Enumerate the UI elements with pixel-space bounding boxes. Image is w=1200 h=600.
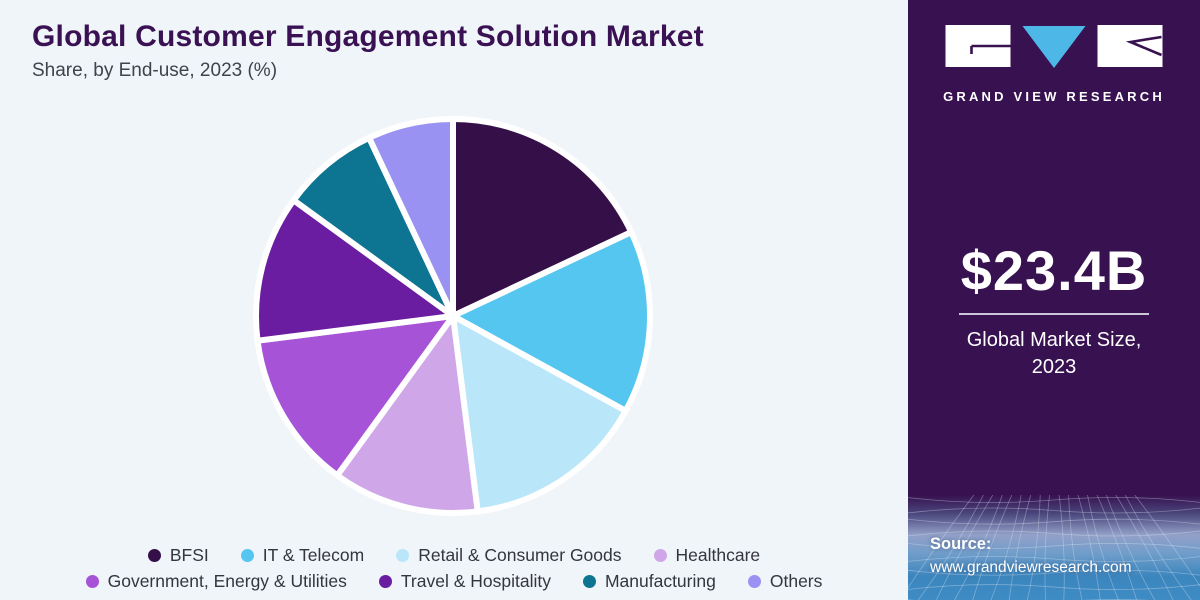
legend-swatch: [747, 575, 761, 588]
legend-item-government-energy-utilities: Government, Energy & Utilities: [85, 571, 347, 592]
sidebar-footer: Source: www.grandviewresearch.com: [908, 495, 1200, 600]
legend-item-it-telecom: IT & Telecom: [240, 545, 365, 566]
legend-item-travel-hospitality: Travel & Hospitality: [378, 571, 551, 592]
logo-r-block: [1097, 25, 1163, 67]
legend: BFSI IT & Telecom Retail & Consumer Goods H…: [0, 545, 908, 592]
brand-name: GRAND VIEW RESEARCH: [943, 89, 1165, 104]
legend-item-bfsi: BFSI: [147, 545, 209, 566]
chart-subtitle: Share, by End-use, 2023 (%): [32, 60, 278, 81]
legend-label: Retail & Consumer Goods: [418, 545, 622, 565]
source-block: Source: www.grandviewresearch.com: [930, 535, 1132, 577]
legend-row-2: Government, Energy & Utilities Travel & H…: [85, 571, 823, 592]
gvr-logo: [945, 25, 1163, 68]
market-size-label-line1: Global Market Size,: [966, 329, 1142, 351]
pie-slice-retail-consumer-goods: [449, 310, 630, 515]
legend-item-retail-consumer-goods: Retail & Consumer Goods: [396, 545, 622, 566]
legend-row-1: BFSI IT & Telecom Retail & Consumer Goods H…: [147, 545, 761, 566]
legend-swatch: [85, 575, 99, 588]
pie-slice-government-energy-utilities: [254, 312, 460, 480]
legend-swatch: [582, 575, 596, 588]
legend-label: IT & Telecom: [262, 545, 365, 565]
brand-block: GRAND VIEW RESEARCH: [908, 0, 1200, 104]
logo-v-triangle: [1022, 26, 1086, 68]
legend-label: Manufacturing: [604, 571, 716, 591]
stat-divider: [959, 313, 1149, 315]
chart-title: Global Customer Engagement Solution Mark…: [32, 20, 704, 53]
pie-slice-healthcare: [333, 308, 482, 516]
chart-header: Global Customer Engagement Solution Mark…: [32, 20, 892, 82]
market-size-label-line2: 2023: [1031, 356, 1077, 378]
legend-label: Travel & Hospitality: [400, 571, 551, 591]
pie-slice-bfsi: [450, 115, 636, 321]
market-size-value: $23.4B: [960, 239, 1148, 302]
logo-r-mark: [1125, 35, 1163, 57]
legend-item-healthcare: Healthcare: [653, 545, 761, 566]
legend-swatch: [378, 575, 392, 588]
pie-slice-others: [365, 115, 456, 318]
legend-swatch: [147, 549, 161, 562]
legend-label: Government, Energy & Utilities: [107, 571, 347, 591]
pie-slice-it-telecom: [446, 228, 653, 415]
market-size-stat: $23.4B Global Market Size, 2023: [908, 238, 1200, 381]
legend-swatch: [653, 549, 667, 562]
legend-swatch: [240, 549, 254, 562]
mesh-graphic: [908, 495, 1200, 600]
chart-panel: Global Customer Engagement Solution Mark…: [0, 20, 908, 592]
pie-slice-travel-hospitality: [253, 196, 461, 345]
legend-item-others: Others: [747, 571, 823, 592]
legend-label: BFSI: [169, 545, 209, 565]
legend-label: Healthcare: [675, 545, 761, 565]
source-label: Source:: [930, 535, 992, 553]
sidebar: GRAND VIEW RESEARCH $23.4B Global Market…: [908, 0, 1200, 600]
pie-chart: [253, 115, 653, 516]
logo-g-mark: [970, 44, 1011, 54]
legend-swatch: [396, 549, 410, 562]
source-url: www.grandviewresearch.com: [930, 559, 1132, 576]
market-size-label: Global Market Size, 2023: [908, 327, 1200, 381]
legend-label: Others: [769, 571, 823, 591]
legend-item-manufacturing: Manufacturing: [582, 571, 716, 592]
